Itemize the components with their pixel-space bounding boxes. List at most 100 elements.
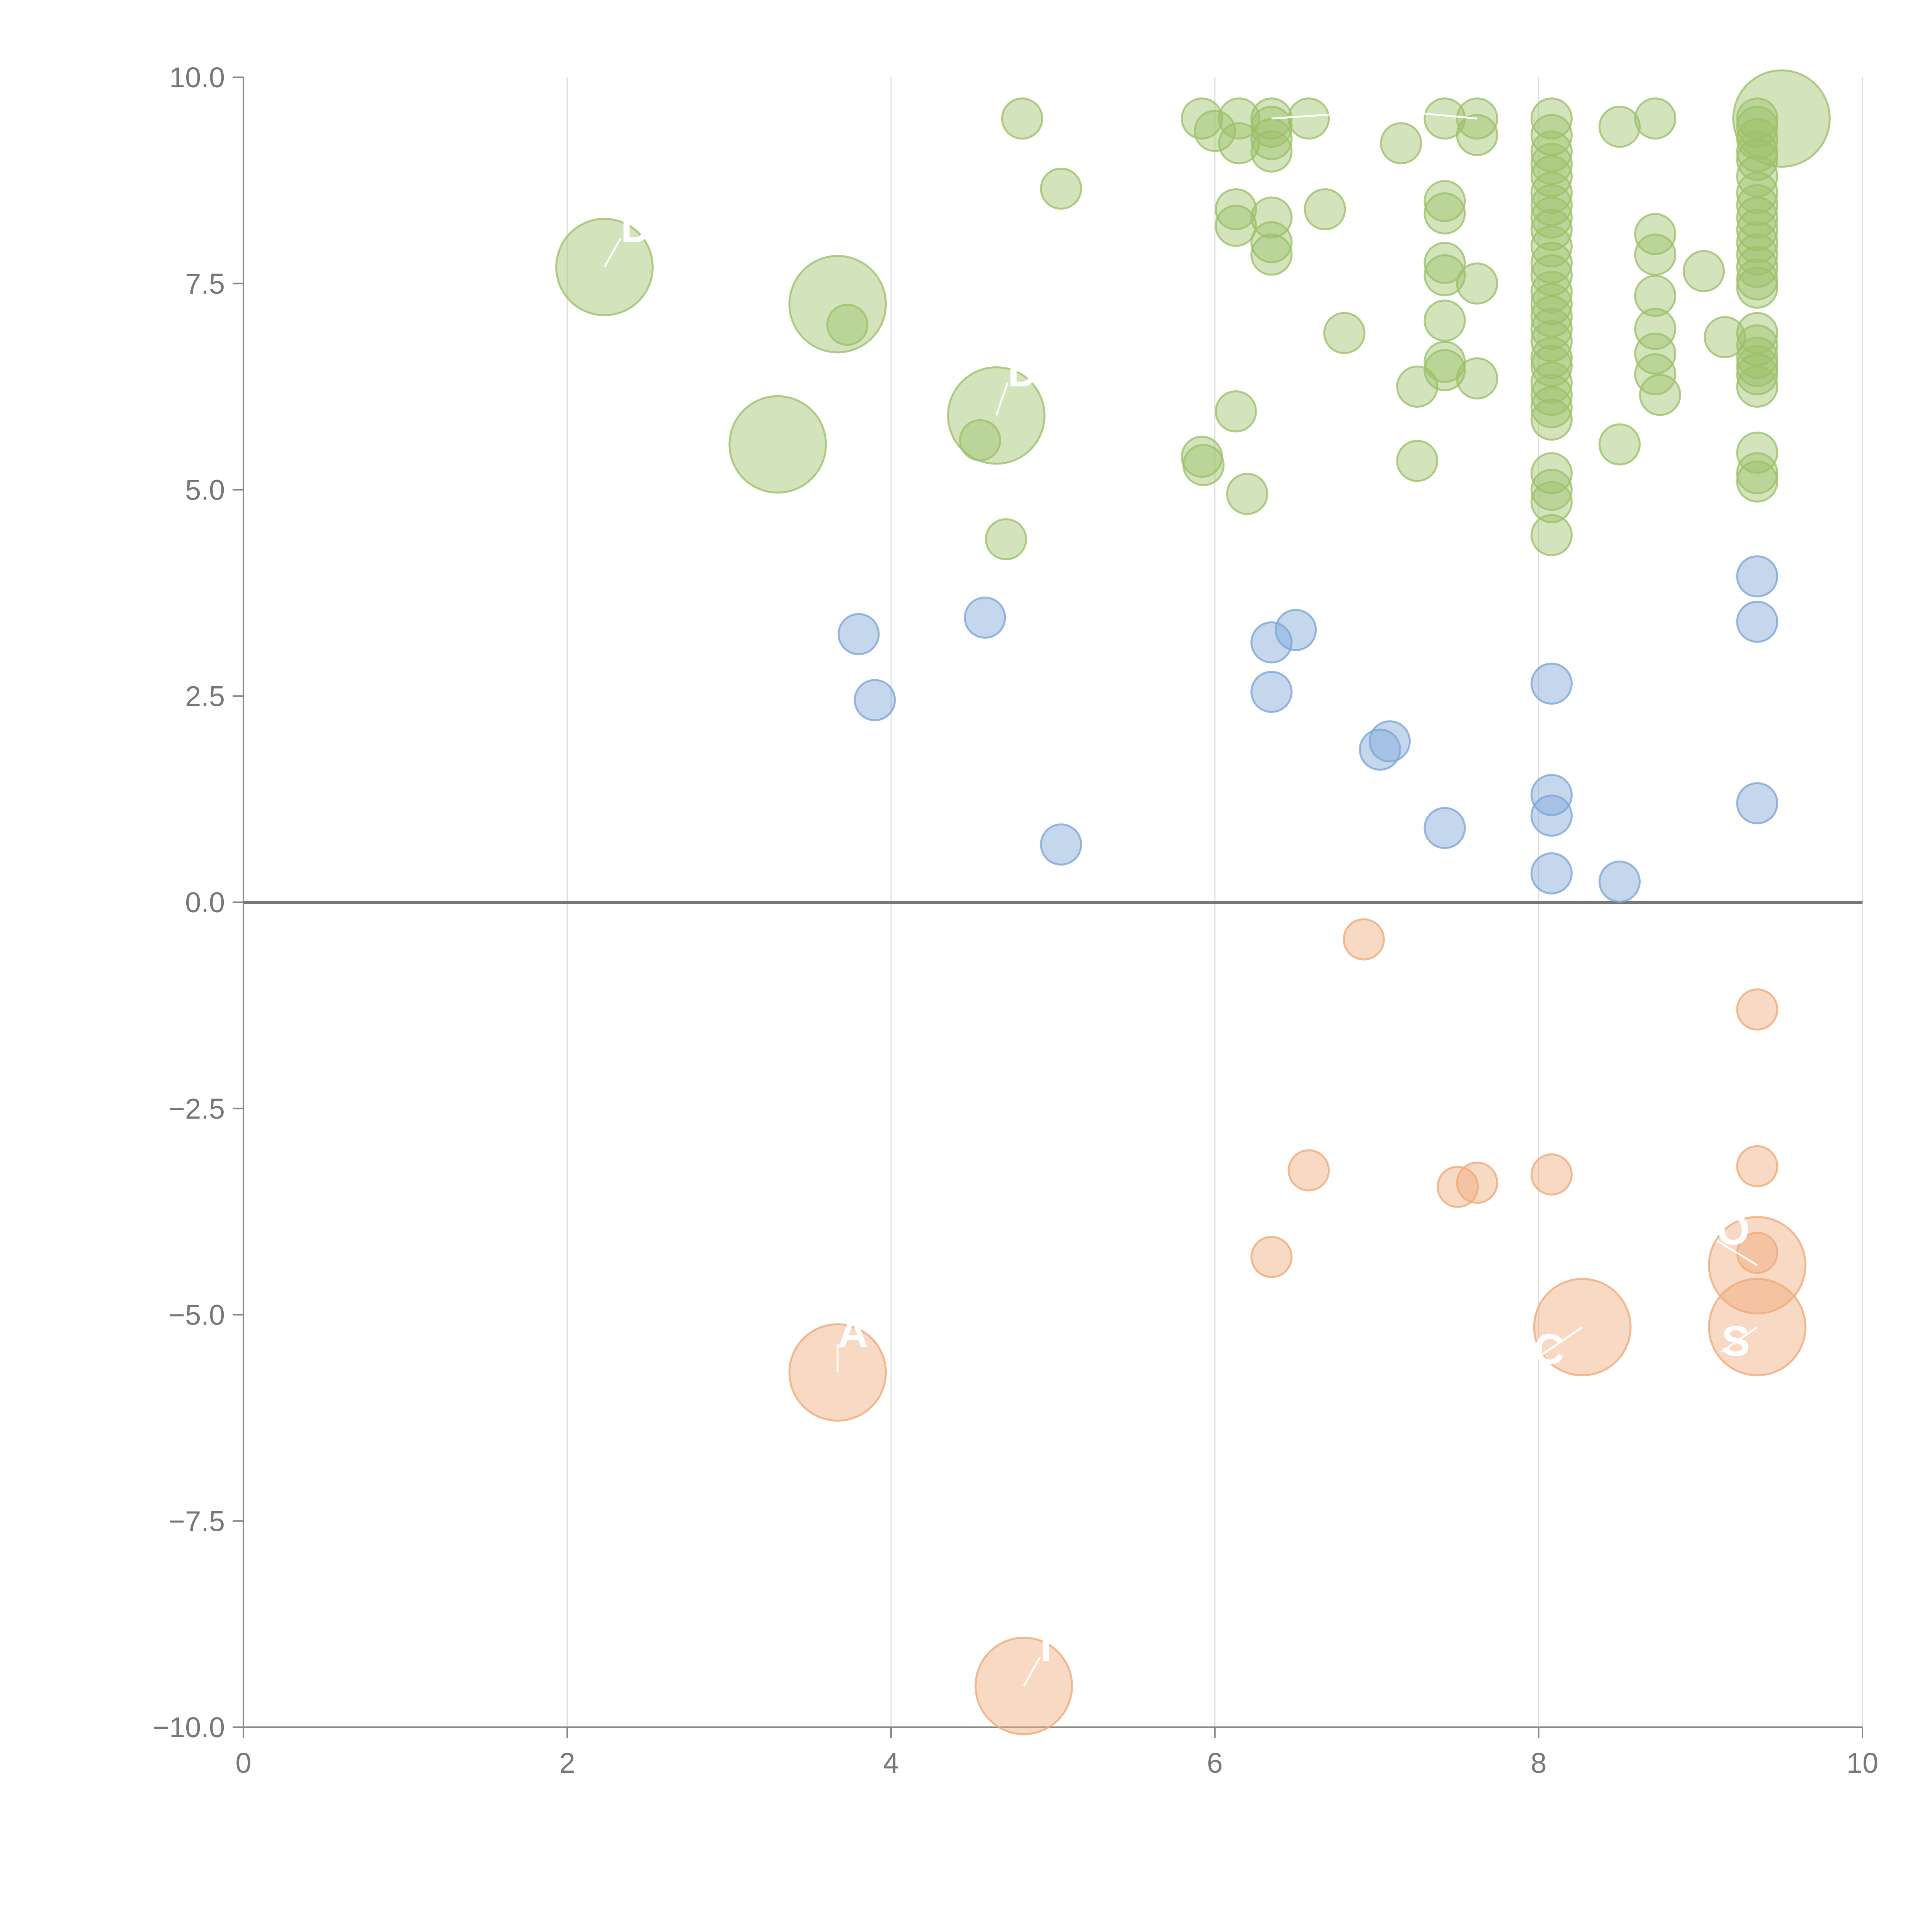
data-point xyxy=(1682,250,1725,293)
series-high xyxy=(555,69,1831,561)
data-point xyxy=(1531,852,1573,895)
data-point xyxy=(1423,349,1466,391)
y-tick-label: −2.5 xyxy=(168,1093,225,1125)
annotation-label: A xyxy=(1393,76,1423,123)
data-point xyxy=(1531,184,1573,226)
data-point xyxy=(1531,155,1573,197)
data-point xyxy=(1304,188,1346,231)
data-point xyxy=(1736,1145,1779,1187)
annotation-label: I xyxy=(1040,1623,1052,1670)
data-point xyxy=(1040,167,1082,210)
x-tick-label: 6 xyxy=(1207,1747,1223,1779)
data-point xyxy=(837,613,880,655)
data-point xyxy=(1531,130,1573,173)
data-point xyxy=(1250,196,1293,239)
data-point xyxy=(1736,366,1779,408)
data-point xyxy=(1250,1236,1293,1278)
data-point xyxy=(788,255,887,354)
data-point xyxy=(1456,262,1498,305)
data-point xyxy=(1531,114,1573,156)
data-point xyxy=(1736,988,1779,1031)
data-point xyxy=(1704,316,1746,359)
data-point xyxy=(1531,662,1573,705)
annotation-label: A xyxy=(838,1309,868,1357)
annotation-label: L xyxy=(1388,76,1414,123)
data-point xyxy=(1736,172,1779,214)
annotation-leader xyxy=(1721,1326,1758,1353)
data-point xyxy=(1214,204,1257,247)
data-point xyxy=(1639,374,1681,416)
x-tick-label: 4 xyxy=(883,1747,899,1779)
data-point xyxy=(826,304,869,346)
annotation-leader xyxy=(1023,1656,1041,1687)
data-point xyxy=(1396,366,1439,408)
data-point xyxy=(1599,105,1641,148)
data-point xyxy=(1732,69,1831,168)
data-point xyxy=(1214,188,1257,231)
data-point xyxy=(1423,299,1466,342)
data-point xyxy=(1531,254,1573,296)
x-tick-label: 10 xyxy=(1847,1747,1878,1779)
data-point xyxy=(1001,97,1043,140)
series-medium xyxy=(837,555,1779,903)
data-point xyxy=(1250,621,1293,663)
data-point xyxy=(1531,345,1573,387)
data-point xyxy=(1531,794,1573,837)
data-point xyxy=(1250,233,1293,276)
annotation-label: C xyxy=(1534,1326,1564,1373)
axes: 10.0 7.5 5.0 2.5 0.0 −2.5 −5.0 −7.5 −10.0 0 2 4 6 8 10 xyxy=(153,61,1878,1779)
annotation-leader xyxy=(995,382,1009,416)
annotation-leader xyxy=(1716,1240,1758,1266)
data-point xyxy=(854,679,896,721)
data-point xyxy=(964,596,1006,639)
data-point xyxy=(1531,209,1573,251)
data-point xyxy=(1599,861,1641,903)
y-tick-label: −10.0 xyxy=(153,1711,225,1743)
data-point xyxy=(1342,918,1385,961)
data-point xyxy=(1736,105,1779,148)
annotation-label: O xyxy=(1717,1206,1750,1253)
data-point xyxy=(1214,390,1257,433)
data-point xyxy=(1634,275,1677,317)
data-point xyxy=(1194,110,1236,152)
data-point xyxy=(1531,97,1573,140)
data-point xyxy=(1634,353,1677,396)
data-point xyxy=(1423,807,1466,849)
data-point xyxy=(1531,308,1573,350)
data-point xyxy=(1531,270,1573,313)
data-point xyxy=(1531,398,1573,441)
x-tick-label: 2 xyxy=(559,1747,575,1779)
data-point xyxy=(1531,242,1573,284)
data-point xyxy=(1736,221,1779,264)
data-point xyxy=(1736,155,1779,197)
data-point xyxy=(1287,1149,1330,1192)
annotation-label: S xyxy=(1721,1318,1750,1365)
data-point xyxy=(1287,97,1330,140)
data-point xyxy=(1736,184,1779,226)
data-point xyxy=(1180,97,1223,140)
data-point xyxy=(1275,609,1317,651)
data-point xyxy=(1531,295,1573,338)
data-point xyxy=(1218,97,1260,140)
data-point xyxy=(1634,97,1677,140)
data-point xyxy=(1456,357,1498,400)
data-point xyxy=(1634,308,1677,350)
data-point xyxy=(1423,192,1466,235)
data-point xyxy=(1531,143,1573,185)
data-point xyxy=(1736,266,1779,309)
data-point xyxy=(1736,555,1779,598)
y-tick-label: 2.5 xyxy=(185,680,225,712)
data-point xyxy=(1531,514,1573,556)
y-tick-label: 0.0 xyxy=(185,886,225,918)
data-point xyxy=(1531,361,1573,404)
annotation-label: D xyxy=(621,204,651,251)
data-point xyxy=(1226,473,1269,515)
y-tick-label: 5.0 xyxy=(185,474,225,506)
data-point xyxy=(1533,1278,1632,1376)
data-point xyxy=(1531,469,1573,511)
data-point xyxy=(1456,1162,1498,1204)
data-point xyxy=(1736,209,1779,251)
data-points xyxy=(555,69,1831,1735)
data-point xyxy=(728,395,827,494)
